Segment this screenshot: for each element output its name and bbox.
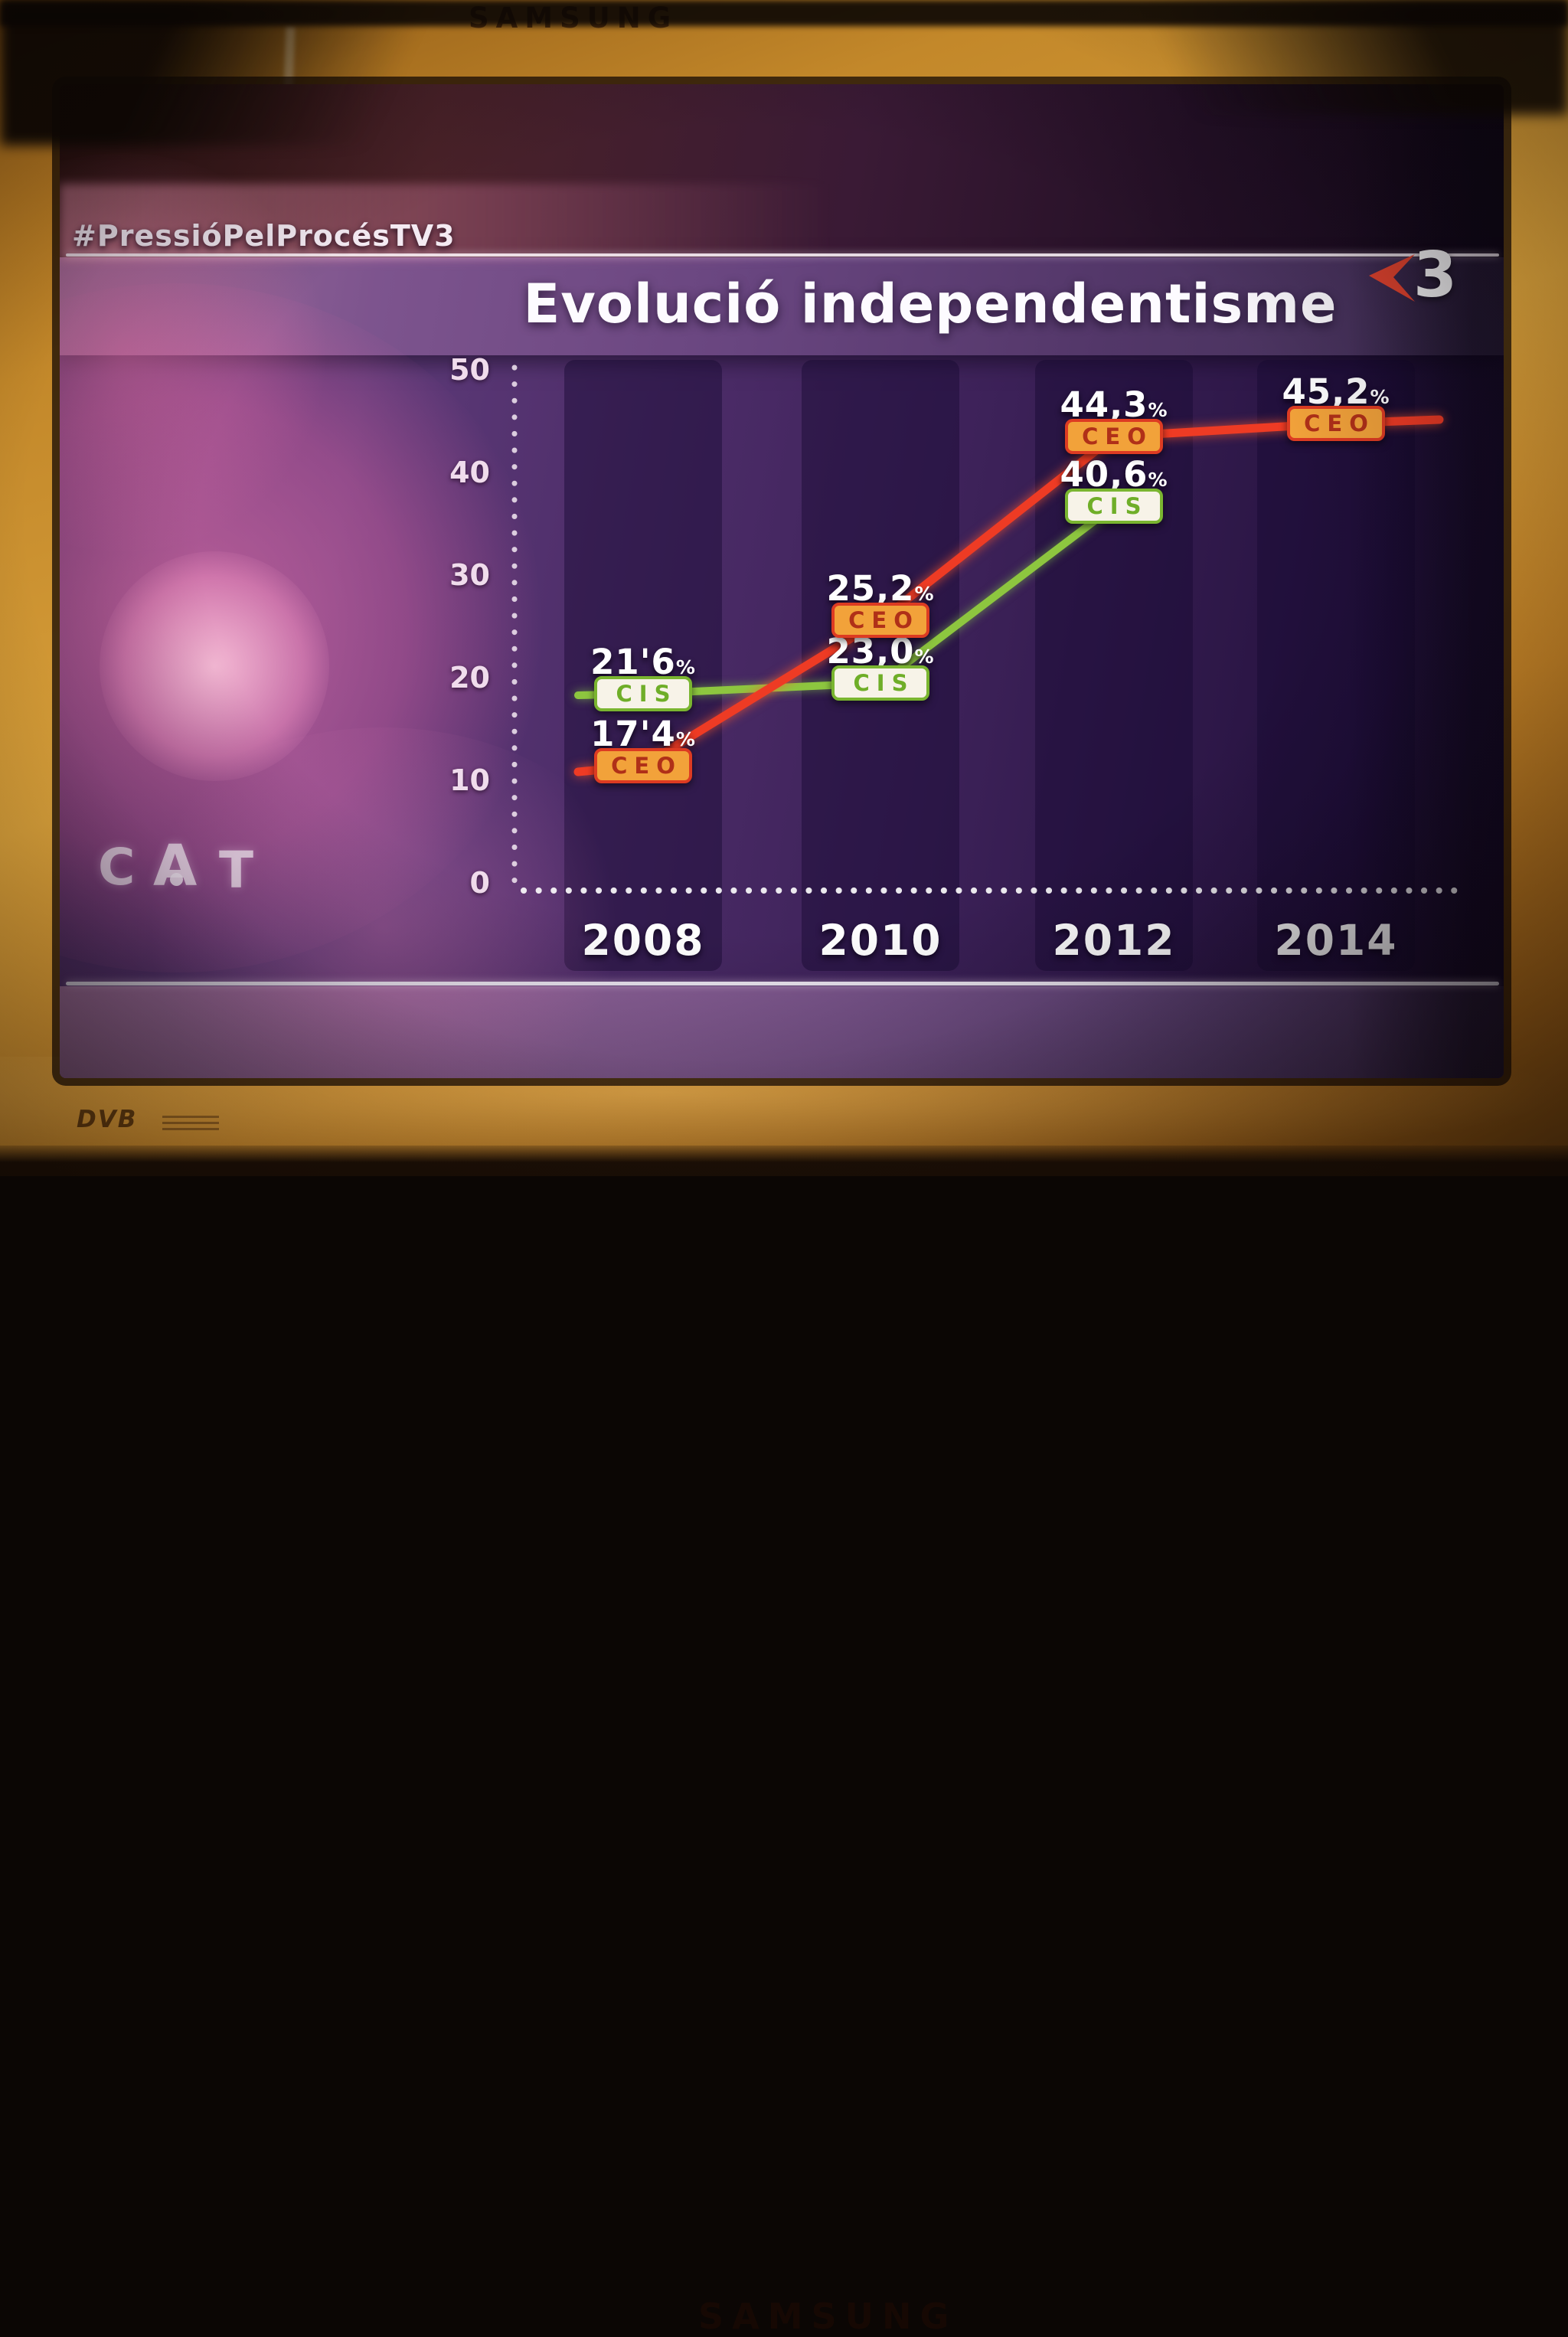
photo-vignette bbox=[0, 0, 1568, 1176]
monitor-brand-bottom: SAMSUNG bbox=[698, 2296, 958, 2337]
